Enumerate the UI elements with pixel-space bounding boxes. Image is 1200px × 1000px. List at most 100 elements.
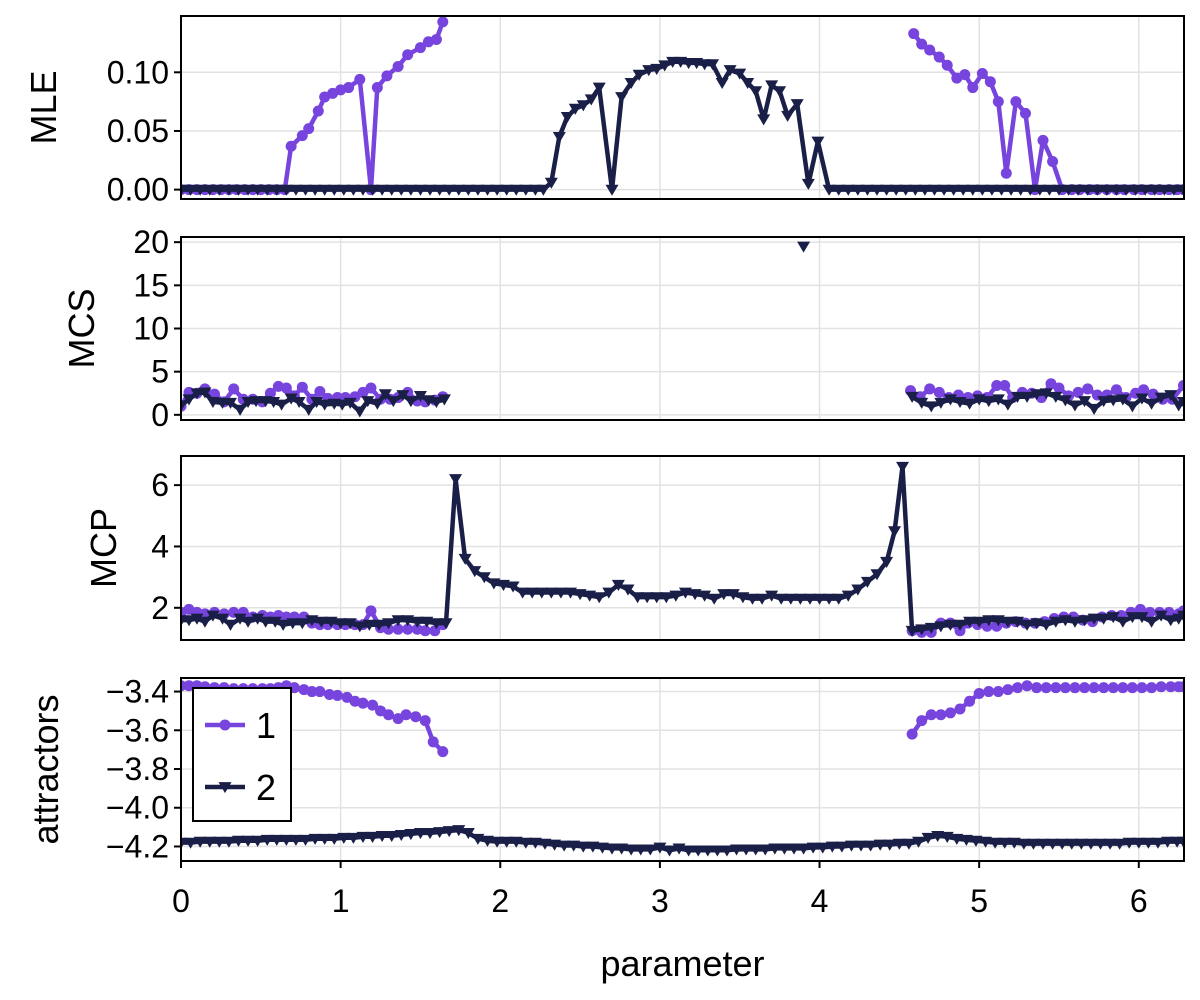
series-2-point [678, 587, 692, 599]
series-2-point [595, 842, 609, 854]
series-2-point [943, 619, 957, 631]
series-2-point [605, 843, 619, 855]
series-2-point [988, 837, 1002, 849]
series-1-point [392, 60, 404, 72]
axes-frame [180, 455, 1185, 641]
series-2-point [758, 844, 772, 856]
series-2-point [314, 616, 328, 628]
series-2-point [193, 184, 207, 196]
series-2-line [181, 464, 1184, 634]
series-2-point [458, 553, 472, 565]
series-2-point [184, 184, 198, 196]
series-2-point [765, 80, 779, 92]
series-2-point [854, 840, 868, 852]
series-2-point [190, 388, 204, 400]
y-axis-label: attractors [25, 694, 66, 844]
series-1-point [365, 382, 377, 394]
series-2-point [544, 177, 558, 189]
series-2-point [717, 589, 731, 601]
series-2-point [1113, 838, 1127, 850]
series-2-point [841, 590, 855, 602]
series-2-point [816, 842, 830, 854]
series-2-point [1103, 838, 1117, 850]
series-1-point [427, 736, 439, 748]
series-1-point [381, 70, 393, 82]
series-2-point [343, 618, 357, 630]
series-2-point [615, 92, 629, 104]
series-1-point [209, 388, 221, 400]
series-2-point [745, 593, 759, 605]
series-2-point [1093, 838, 1107, 850]
series-2-point [755, 593, 769, 605]
series-2-point [516, 587, 530, 599]
series-2-point [584, 94, 598, 106]
series-2-point [860, 184, 874, 196]
y-axis-label: MCS [61, 289, 102, 369]
series-2-point [972, 616, 986, 628]
series-2-point [707, 593, 721, 605]
series-1-point [935, 709, 947, 721]
series-1-point [1138, 384, 1150, 396]
series-2-point [1081, 184, 1095, 196]
y-tick-label: 10 [133, 311, 169, 347]
x-tick-label: 3 [651, 883, 669, 919]
y-tick-label: −3.6 [106, 712, 169, 748]
series-2-point [1129, 184, 1143, 196]
series-2-point [223, 619, 237, 631]
series-2-point [279, 834, 293, 846]
y-tick-label: −3.8 [106, 751, 169, 787]
series-2-point [413, 184, 427, 196]
series-2-point [391, 615, 405, 627]
series-2-point [757, 114, 771, 126]
series-1-point [967, 82, 979, 94]
series-2-point [251, 184, 265, 196]
series-1-point [437, 746, 449, 758]
series-1-point [414, 42, 426, 54]
series-2-point [249, 396, 263, 408]
series-2-point [1049, 391, 1063, 403]
series-2-point [423, 828, 437, 840]
series-2-point [659, 592, 673, 604]
series-2-point [864, 840, 878, 852]
series-2-point [1100, 184, 1114, 196]
series-2-point [883, 839, 897, 851]
series-1-point [1117, 682, 1129, 694]
series-1-point [303, 123, 315, 135]
series-2-point [567, 840, 581, 852]
series-1-point [419, 625, 431, 637]
series-2-point [490, 836, 504, 848]
series-2-point [233, 613, 247, 625]
series-2-point [509, 184, 523, 196]
series-1-line [181, 21, 445, 192]
series-2-point [873, 839, 887, 851]
x-tick-label: 6 [1130, 883, 1148, 919]
series-1-point [1037, 134, 1049, 146]
series-1-point [296, 381, 308, 393]
series-2-point [573, 589, 587, 601]
series-2-point [1164, 615, 1178, 627]
y-axis-label: MCP [83, 508, 124, 588]
series-2-point [372, 619, 386, 631]
series-1-line [911, 32, 1184, 192]
series-1-point [371, 82, 383, 94]
series-2-point [774, 593, 788, 605]
series-1-point [941, 59, 953, 71]
series-1-point [343, 82, 355, 94]
series-1-point [1165, 681, 1177, 693]
series-2-point [346, 832, 360, 844]
series-2-point [624, 844, 638, 856]
series-2-point [1097, 396, 1111, 408]
series-1-point [410, 711, 422, 723]
series-2-point [337, 832, 351, 844]
series-2-point [1087, 403, 1101, 415]
series-2-point [991, 615, 1005, 627]
series-1-point [908, 28, 920, 40]
series-2-point [480, 184, 494, 196]
series-1-point [437, 16, 449, 28]
x-tick-label: 0 [172, 883, 190, 919]
series-2-point [691, 845, 705, 857]
series-2-point [1154, 392, 1168, 404]
series-2-point [982, 615, 996, 627]
series-1-point [1002, 684, 1014, 696]
